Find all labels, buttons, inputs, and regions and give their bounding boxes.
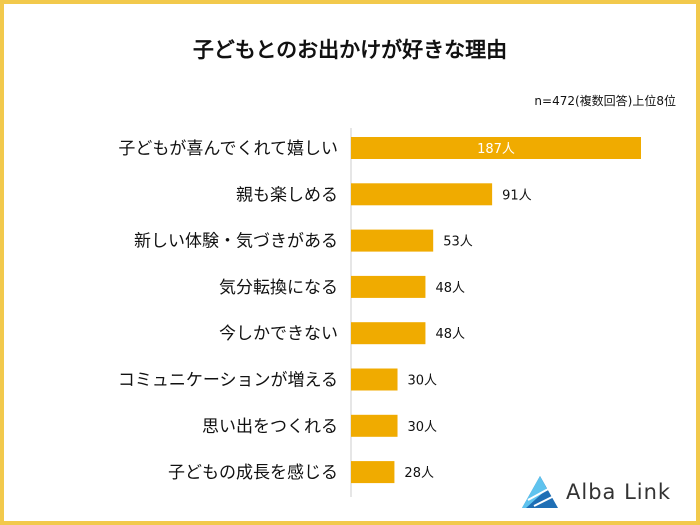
data-label: 187人	[477, 142, 515, 157]
category-label: 思い出をつくれる	[202, 417, 338, 437]
data-label: 48人	[435, 281, 465, 296]
category-label: 今しかできない	[219, 324, 338, 344]
data-label: 28人	[404, 466, 434, 481]
category-label: 新しい体験・気づきがある	[134, 232, 338, 252]
alba-link-logo-text: Alba Link	[566, 480, 672, 504]
bar	[351, 368, 398, 391]
category-label: 気分転換になる	[219, 278, 338, 298]
category-label: コミュニケーションが増える	[118, 371, 338, 391]
category-label: 子どもが喜んでくれて嬉しい	[118, 139, 338, 159]
bar	[351, 322, 426, 345]
data-label: 30人	[408, 420, 438, 435]
bar	[351, 414, 398, 437]
bar	[351, 275, 426, 298]
alba-link-triangle-icon	[522, 476, 558, 508]
data-label: 91人	[502, 188, 532, 203]
bar	[351, 183, 493, 206]
chart-title: 子どもとのお出かけが好きな理由	[192, 38, 508, 62]
bar	[351, 137, 641, 159]
data-label: 48人	[435, 327, 465, 342]
alba-link-logo: Alba Link	[520, 474, 690, 510]
bar	[351, 229, 434, 252]
bar	[351, 461, 395, 484]
category-label: 子どもの成長を感じる	[168, 463, 338, 483]
category-label: 親も楽しめる	[236, 185, 338, 205]
sample-note: n=472(複数回答)上位8位	[534, 94, 676, 108]
data-label: 53人	[443, 235, 473, 250]
data-label: 30人	[408, 374, 438, 389]
